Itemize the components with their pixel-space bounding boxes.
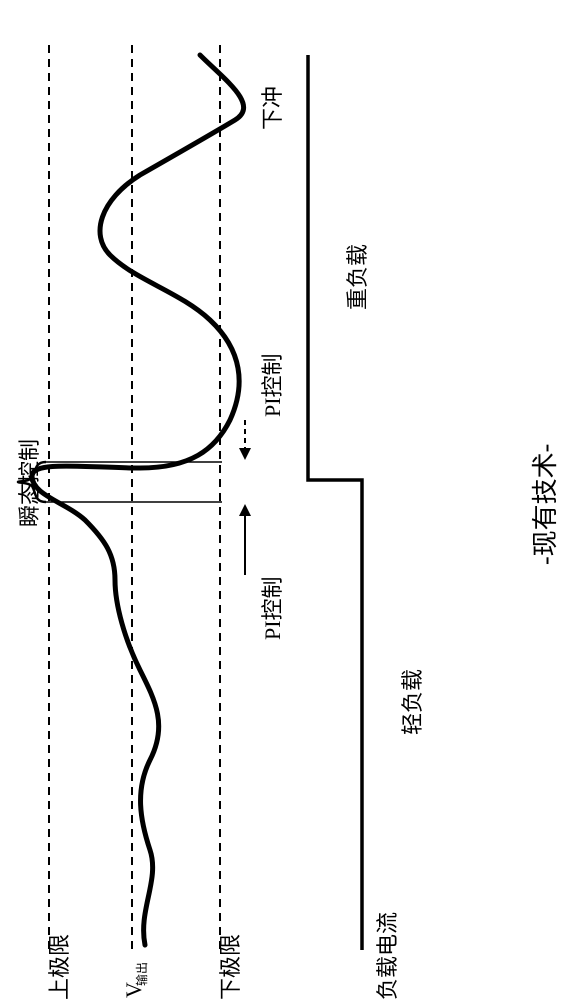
- pi-arrow-left-head: [239, 448, 251, 460]
- pi-control-left-label: PI控制: [255, 353, 287, 417]
- load-current-label: 负载电流: [370, 912, 402, 1000]
- prior-art-label: -现有技术-: [525, 444, 562, 565]
- vout-label-sub: 输出: [133, 962, 150, 986]
- figure-svg: [0, 0, 574, 1000]
- light-load-label: 轻负载: [395, 669, 427, 735]
- undershoot-label: 下冲: [255, 86, 287, 130]
- heavy-load-label: 重负载: [340, 244, 372, 310]
- upper-limit-label: 上极限: [42, 934, 74, 1000]
- voltage-curve: [32, 55, 244, 945]
- lower-limit-label: 下极限: [213, 934, 245, 1000]
- load-current-step: [308, 55, 362, 950]
- figure-canvas: 上极限 V 输出 下极限 瞬态控制 PI控制 PI控制 下冲 负载电流 轻负载 …: [0, 0, 574, 1000]
- pi-control-right-label: PI控制: [255, 576, 287, 640]
- transient-control-label: 瞬态控制: [12, 439, 44, 527]
- pi-arrow-right-head: [239, 504, 251, 516]
